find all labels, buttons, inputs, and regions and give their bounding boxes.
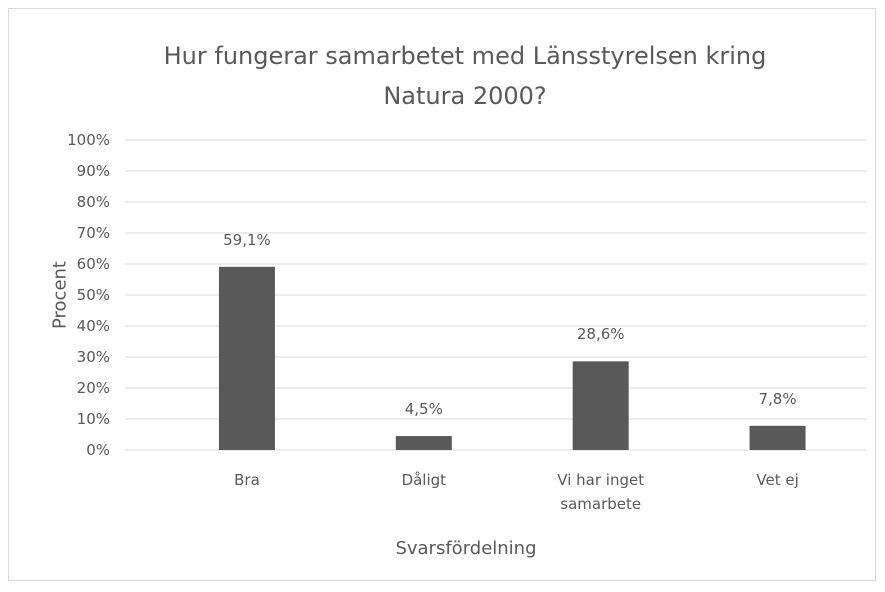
value-label: 7,8% bbox=[758, 389, 797, 408]
y-tick-label: 90% bbox=[76, 162, 110, 180]
y-tick-label: 70% bbox=[76, 224, 110, 242]
x-tick-label: Dåligt bbox=[401, 471, 447, 489]
x-tick-label: Bra bbox=[234, 471, 260, 489]
value-label: 59,1% bbox=[223, 230, 271, 249]
y-tick-label: 100% bbox=[67, 131, 110, 149]
bar bbox=[218, 266, 275, 450]
y-tick-label: 60% bbox=[76, 255, 110, 273]
x-tick-label: Vet ej bbox=[756, 471, 799, 489]
y-tick-label: 0% bbox=[86, 441, 110, 459]
x-tick-label: Vi har inget samarbete bbox=[557, 471, 645, 513]
value-label: 4,5% bbox=[404, 400, 443, 419]
bar bbox=[395, 436, 452, 450]
y-tick-label: 10% bbox=[76, 410, 110, 428]
y-tick-label: 40% bbox=[76, 317, 110, 335]
y-tick-label: 30% bbox=[76, 348, 110, 366]
y-tick-label: 20% bbox=[76, 379, 110, 397]
value-label: 28,6% bbox=[576, 325, 625, 344]
chart-frame bbox=[8, 8, 876, 581]
bar bbox=[749, 425, 806, 450]
x-axis-label: Svarsfördelning bbox=[395, 538, 537, 559]
y-tick-label: 50% bbox=[76, 286, 110, 304]
chart-title: Hur fungerar samarbetet med Länsstyrelse… bbox=[163, 42, 767, 110]
y-tick-label: 80% bbox=[76, 193, 110, 211]
bar bbox=[572, 361, 629, 450]
